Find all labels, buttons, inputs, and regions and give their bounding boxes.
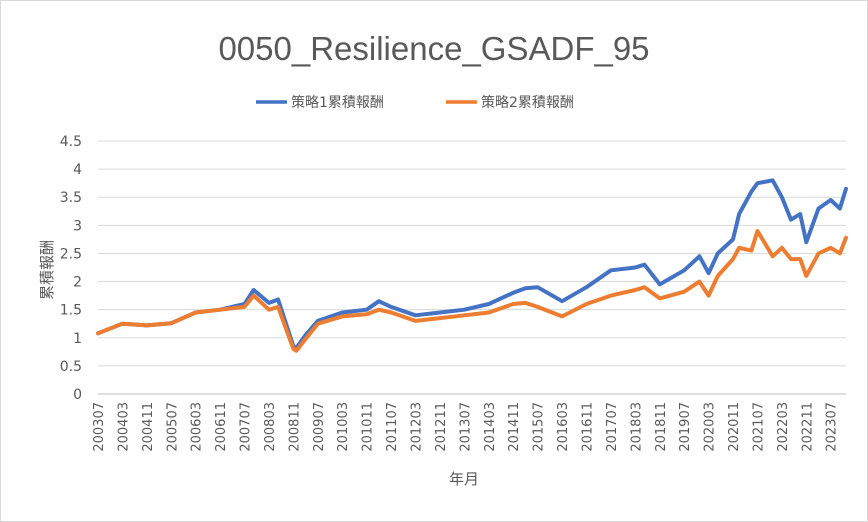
y-tick-label: 3.5 <box>60 190 82 206</box>
x-tick-label: 202107 <box>751 402 766 452</box>
y-tick-label: 3 <box>73 218 82 234</box>
y-tick-label: 4 <box>73 162 82 178</box>
x-axis-title: 年月 <box>449 470 479 488</box>
x-tick-label: 201011 <box>361 402 376 452</box>
x-tick-label: 200507 <box>165 402 180 452</box>
x-tick-label: 201411 <box>507 402 522 452</box>
legend: 策略1累積報酬 策略2累積報酬 <box>256 94 574 111</box>
x-tick-label: 202011 <box>727 402 742 452</box>
x-tick-label: 200603 <box>190 402 205 452</box>
x-tick-label: 200803 <box>263 402 278 452</box>
series-line-2 <box>96 229 848 353</box>
x-tick-label: 200307 <box>92 402 107 452</box>
x-tick-label: 201611 <box>580 402 595 452</box>
x-tick-label: 201507 <box>532 402 547 452</box>
y-tick-label: 0 <box>73 387 82 403</box>
x-tick-label: 201403 <box>483 402 498 452</box>
y-tick-label: 0.5 <box>60 359 82 375</box>
x-tick-label: 202003 <box>703 402 718 452</box>
chart-title: 0050_Resilience_GSADF_95 <box>218 30 649 67</box>
x-tick-label: 202211 <box>800 402 815 452</box>
x-tick-label: 201907 <box>678 402 693 452</box>
x-tick-label: 201603 <box>556 402 571 452</box>
series-line-1 <box>96 178 848 350</box>
x-tick-label: 201811 <box>654 402 669 452</box>
y-tick-label: 4.5 <box>60 134 82 150</box>
x-tick-label: 200811 <box>287 402 302 452</box>
y-tick-label: 1 <box>73 331 82 347</box>
x-tick-label: 200611 <box>214 402 229 452</box>
y-axis-ticks: 0 0.5 1 1.5 2 2.5 3 3.5 4 4.5 <box>60 134 82 403</box>
x-tick-label: 201203 <box>410 402 425 452</box>
x-tick-label: 200907 <box>312 402 327 452</box>
gridlines <box>98 140 846 395</box>
x-tick-label: 200411 <box>141 402 156 452</box>
series-lines <box>96 178 848 353</box>
legend-label-series1: 策略1累積報酬 <box>291 94 384 111</box>
x-tick-label: 201107 <box>385 402 400 452</box>
x-tick-label: 201003 <box>336 402 351 452</box>
x-tick-label: 201307 <box>458 402 473 452</box>
x-tick-label: 201707 <box>605 402 620 452</box>
x-tick-label: 200707 <box>239 402 254 452</box>
x-tick-label: 201803 <box>629 402 644 452</box>
y-axis-title: 累積報酬 <box>38 240 56 300</box>
y-tick-label: 2 <box>73 275 82 291</box>
x-tick-label: 202307 <box>825 402 840 452</box>
y-tick-label: 2.5 <box>60 246 82 262</box>
x-tick-label: 201211 <box>434 402 449 452</box>
x-tick-label: 200403 <box>116 402 131 452</box>
y-tick-label: 1.5 <box>60 303 82 319</box>
x-tick-label: 202203 <box>776 402 791 452</box>
legend-label-series2: 策略2累積報酬 <box>481 94 574 111</box>
x-axis-ticks: 200307 200403 200411 200507 200603 200611 2007… <box>92 402 840 452</box>
